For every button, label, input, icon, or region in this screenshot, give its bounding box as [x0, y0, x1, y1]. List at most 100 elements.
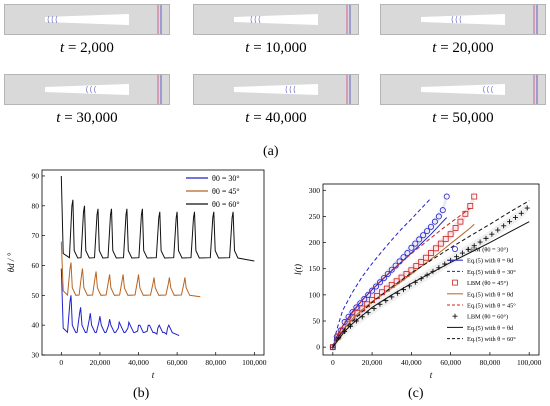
- y-tick-label: 300: [309, 186, 321, 195]
- x-axis-label: t: [152, 370, 155, 380]
- snapshot-frame: [380, 4, 546, 35]
- data-point: [443, 193, 450, 200]
- y-tick-label: 80: [32, 201, 40, 210]
- panel-a-label: (a): [263, 144, 279, 159]
- data-point: [384, 270, 391, 277]
- data-point: [489, 231, 495, 237]
- legend-entry: Eq.(5) with θ = θd: [467, 258, 514, 265]
- panel-b-label: (b): [133, 386, 150, 401]
- data-point: [507, 219, 513, 225]
- series-line: [332, 207, 471, 348]
- interface-mark: [455, 15, 458, 24]
- data-point: [416, 236, 423, 243]
- series-line: [332, 200, 530, 348]
- snapshot-time-label: t = 10,000: [194, 40, 358, 57]
- x-tick-label: 0: [331, 358, 335, 367]
- snapshot-channel-drawing: [381, 75, 545, 104]
- data-point: [447, 231, 454, 238]
- interface-mark: [258, 15, 261, 24]
- data-point: [483, 235, 489, 241]
- data-point: [345, 313, 352, 320]
- data-point: [495, 227, 501, 233]
- series-line: [332, 223, 475, 348]
- panel-b-contact-angle-chart: 0 20,000 40,000 60,000 80,000 100,000 30 40 50 60…: [0, 162, 275, 406]
- y-tick-label: 200: [309, 238, 321, 247]
- snapshot-channel-drawing: [5, 5, 169, 34]
- data-point: [454, 254, 460, 260]
- data-point: [524, 205, 530, 211]
- solid-top-wedge: [45, 75, 129, 87]
- uncertainty-band: [332, 191, 475, 353]
- solid-left: [381, 5, 421, 34]
- x-tick-label: 100,000: [242, 358, 267, 367]
- data-point: [431, 218, 438, 225]
- data-point: [408, 267, 415, 274]
- data-point: [392, 262, 399, 269]
- snapshot-frame: [193, 4, 359, 35]
- panel-a-snapshots: t = 2,000 t = 10,000 t = 20,000 t = 30,000 t…: [0, 0, 550, 160]
- snapshot-channel-drawing: [194, 5, 358, 34]
- solid-bottom-wedge: [421, 22, 505, 34]
- x-tick-label: 0: [59, 358, 63, 367]
- x-axis-label: t: [430, 370, 433, 380]
- y-axis-label: l(t): [293, 264, 303, 275]
- series-line: [332, 221, 530, 348]
- solid-left: [5, 5, 45, 34]
- interface-mark: [459, 15, 462, 24]
- legend-entry: θ0 = 60°: [212, 200, 240, 209]
- legend-entry: Eq.(5) with θ = θd: [467, 325, 514, 332]
- solid-top-wedge: [45, 5, 129, 17]
- data-point: [465, 246, 471, 252]
- data-point: [403, 271, 410, 277]
- time-symbol: t: [245, 110, 250, 126]
- x-tick-label: 40,000: [128, 358, 149, 367]
- series-line: [60, 268, 180, 337]
- solid-left: [194, 75, 234, 104]
- interface-mark: [51, 15, 54, 24]
- data-point: [412, 240, 419, 247]
- interface-mark: [250, 15, 253, 24]
- y-tick-label: 0: [316, 343, 320, 352]
- snapshot-channel-drawing: [381, 5, 545, 34]
- solid-top-wedge: [421, 75, 505, 87]
- time-symbol: t: [245, 40, 250, 56]
- data-point: [435, 213, 442, 220]
- solid-bottom-wedge: [45, 22, 129, 34]
- y-tick-label: 50: [313, 317, 321, 326]
- legend-entry: LBM (θ0 = 30°): [467, 247, 508, 254]
- legend-entry: θ0 = 30°: [212, 174, 240, 183]
- interface-mark: [47, 15, 50, 24]
- interface-mark: [55, 15, 58, 24]
- time-value: = 30,000: [60, 110, 118, 126]
- data-point: [442, 236, 449, 242]
- y-tick-label: 90: [32, 171, 40, 180]
- time-value: = 2,000: [64, 40, 114, 56]
- data-point: [439, 207, 446, 214]
- data-point: [471, 243, 477, 249]
- y-axis-label: θd / °: [6, 252, 16, 272]
- data-point: [452, 279, 458, 286]
- interface-mark: [90, 85, 92, 94]
- interface-mark: [487, 85, 489, 94]
- data-point: [413, 263, 420, 270]
- snapshot-frame: [4, 4, 170, 35]
- legend-entry: Eq.(5) with θ = θd: [467, 291, 514, 298]
- y-tick-label: 30: [32, 351, 40, 360]
- solid-top-wedge: [234, 75, 318, 87]
- interface-mark: [285, 85, 288, 94]
- panel-c-penetration-length-chart: 0 20,000 40,000 60,000 80,000 100,000 0 50 100 15…: [275, 162, 550, 406]
- time-symbol: t: [432, 110, 437, 126]
- contact-angle-chart: 0 20,000 40,000 60,000 80,000 100,000 30 40 50 60…: [6, 169, 267, 380]
- data-point: [371, 305, 377, 311]
- data-point: [418, 259, 425, 265]
- data-point: [451, 246, 458, 253]
- data-point: [353, 304, 360, 311]
- legend-entry: Eq.(5) with θ = 45°: [467, 303, 516, 310]
- solid-bottom-wedge: [234, 92, 318, 104]
- plot-frame: [41, 169, 265, 356]
- data-point: [365, 291, 372, 298]
- data-point: [457, 218, 464, 225]
- data-point: [424, 228, 431, 235]
- snapshot-channel-drawing: [194, 75, 358, 104]
- interface-mark: [289, 85, 292, 94]
